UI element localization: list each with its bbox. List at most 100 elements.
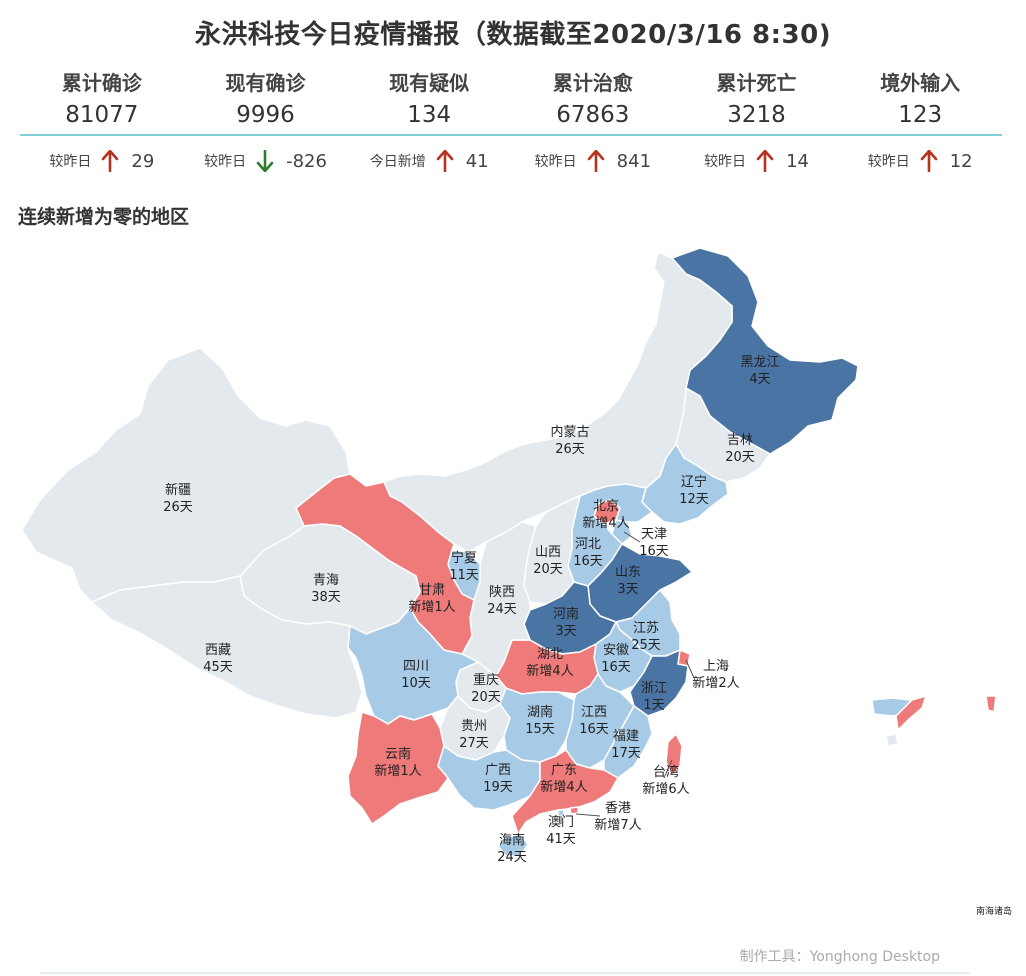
- leader-line-taiwan: [663, 759, 673, 779]
- province-value-label: 新增6人: [642, 781, 689, 797]
- delta-label: 较昨日: [534, 154, 577, 170]
- province-value-label: 3天: [555, 624, 576, 639]
- stat-label: 境外输入: [880, 71, 961, 95]
- province-value-label: 10天: [401, 676, 431, 691]
- province-name-label: 广东: [551, 763, 577, 778]
- leader-line-hongkong: [575, 813, 601, 817]
- province-value-label: 16天: [573, 554, 603, 569]
- delta-value: 841: [616, 150, 652, 172]
- stat-confirmed-current: 现有确诊 9996: [184, 68, 348, 134]
- bottom-divider: [40, 972, 970, 974]
- delta-value: 14: [786, 150, 809, 172]
- province-name-label: 新疆: [165, 482, 191, 498]
- delta-value: -826: [286, 150, 327, 172]
- section-title: 连续新增为零的地区: [18, 206, 190, 228]
- province-value-label: 新增1人: [374, 763, 421, 779]
- province-value-label: 20天: [533, 562, 563, 577]
- province-yunnan[interactable]: [347, 711, 449, 825]
- province-zhejiang[interactable]: [629, 649, 689, 717]
- province-value-label: 20天: [725, 450, 755, 465]
- province-value-label: 1天: [643, 698, 664, 713]
- stat-label: 累计治愈: [552, 71, 633, 95]
- province-value-label: 16天: [639, 544, 669, 559]
- province-xizang[interactable]: [91, 575, 363, 719]
- province-name-label: 甘肃: [419, 583, 445, 598]
- arrow-down-icon: [256, 150, 274, 172]
- delta-value: 12: [949, 150, 973, 172]
- province-name-label: 天津: [641, 527, 667, 542]
- stat-cured: 累计治愈 67863: [511, 68, 675, 134]
- province-name-label: 山东: [615, 565, 641, 580]
- stat-confirmed-total: 累计确诊 81077: [20, 68, 184, 134]
- province-value-label: 11天: [449, 568, 479, 583]
- province-name-label: 重庆: [473, 672, 499, 688]
- region-macau[interactable]: [557, 809, 565, 817]
- province-name-label: 黑龙江: [740, 355, 779, 370]
- delta-confirmed-total: 较昨日 29: [20, 146, 184, 176]
- footer-credit: 制作工具：Yonghong Desktop: [739, 949, 940, 965]
- province-value-label: 26天: [555, 442, 585, 457]
- arrow-up-icon: [102, 150, 119, 172]
- region-hongkong[interactable]: [569, 806, 579, 815]
- stat-deaths: 累计死亡 3218: [675, 68, 839, 134]
- inset-south-sea-coast: [895, 695, 927, 731]
- delta-label: 今日新增: [369, 154, 426, 170]
- arrow-up-icon: [587, 150, 604, 172]
- province-value-label: 16天: [601, 660, 631, 675]
- province-value-label: 24天: [497, 850, 527, 865]
- province-name-label: 浙江: [641, 681, 667, 696]
- province-hainan[interactable]: [497, 833, 529, 857]
- province-name-label: 吉林: [727, 433, 753, 448]
- province-name-label: 青海: [313, 573, 339, 588]
- delta-suspected: 今日新增 41: [347, 146, 511, 176]
- delta-confirmed-current: 较昨日 -826: [184, 146, 348, 176]
- stat-label: 现有确诊: [225, 71, 306, 95]
- province-value-label: 25天: [631, 638, 661, 653]
- stat-imported: 境外输入 123: [838, 68, 1002, 134]
- stat-value: 81077: [65, 102, 139, 128]
- leader-line-shanghai: [685, 659, 695, 679]
- delta-label: 较昨日: [49, 154, 92, 170]
- province-name-label: 西藏: [205, 643, 231, 658]
- stat-value: 9996: [236, 102, 295, 128]
- province-name-label: 河南: [553, 606, 579, 622]
- leader-line-tianjin: [623, 531, 641, 543]
- province-value-label: 新增4人: [582, 515, 629, 531]
- province-guangdong[interactable]: [511, 749, 619, 835]
- province-name-label: 河北: [575, 537, 601, 552]
- province-name-label: 湖北: [537, 647, 563, 662]
- province-value-label: 新增4人: [526, 663, 573, 679]
- arrow-up-icon: [920, 150, 938, 172]
- province-value-label: 3天: [617, 582, 638, 597]
- province-value-label: 41天: [546, 832, 576, 847]
- province-value-label: 24天: [487, 602, 517, 617]
- delta-label: 较昨日: [867, 154, 910, 170]
- province-value-label: 新增4人: [540, 779, 587, 795]
- province-value-label: 15天: [525, 722, 555, 737]
- province-sichuan[interactable]: [347, 607, 479, 725]
- province-name-label: 北京: [593, 499, 619, 514]
- province-value-label: 4天: [749, 372, 770, 387]
- delta-deaths: 较昨日 14: [675, 146, 839, 176]
- province-name-label: 福建: [613, 729, 639, 744]
- province-name-label: 广西: [485, 763, 511, 778]
- province-name-label: 宁夏: [451, 550, 477, 566]
- delta-label: 较昨日: [704, 154, 747, 170]
- arrow-up-icon: [436, 150, 454, 172]
- inset-south-sea-hainan: [885, 733, 899, 747]
- province-name-label: 香港: [605, 801, 631, 816]
- province-name-label: 山西: [535, 545, 561, 560]
- province-value-label: 新增7人: [594, 817, 641, 833]
- province-name-label: 四川: [403, 659, 429, 674]
- page-title: 永洪科技今日疫情播报（数据截至2020/3/16 8:30): [194, 20, 832, 50]
- province-name-label: 辽宁: [681, 474, 707, 490]
- stat-label: 累计死亡: [716, 71, 797, 95]
- province-value-label: 16天: [579, 722, 609, 737]
- stats-delta-row: 较昨日 29 较昨日 -826 今日新增 41 较昨日 841 较昨日 14 较…: [20, 146, 1002, 176]
- province-name-label: 上海: [703, 659, 729, 674]
- stat-value: 123: [898, 102, 943, 128]
- province-value-label: 17天: [611, 746, 641, 761]
- delta-imported: 较昨日 12: [838, 146, 1002, 176]
- province-value-label: 新增1人: [408, 599, 455, 615]
